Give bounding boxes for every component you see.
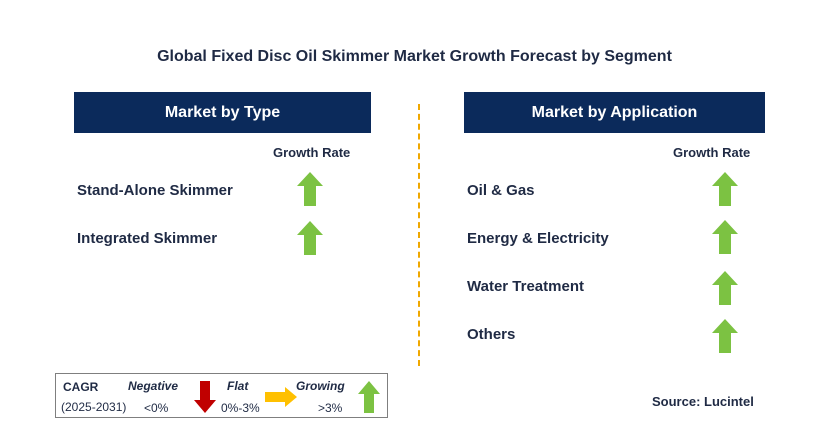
source-note: Source: Lucintel (652, 394, 754, 409)
green-up-arrow-icon (358, 381, 380, 413)
legend-period: (2025-2031) (61, 400, 127, 414)
type-item-integrated-skimmer: Integrated Skimmer (77, 230, 218, 247)
growing-up-arrow-icon (712, 319, 738, 353)
type-item-stand-alone-skimmer: Stand-Alone Skimmer (77, 182, 233, 199)
growing-up-arrow-icon (297, 172, 323, 206)
type-panel-header-label: Market by Type (164, 103, 281, 121)
cagr-legend: CAGR (2025-2031) Negative <0% Flat 0%-3%… (55, 373, 388, 418)
application-panel-header: Market by Application (464, 92, 765, 133)
legend-negative-value: <0% (144, 401, 169, 415)
application-item-oil-gas: Oil & Gas (467, 182, 535, 199)
application-item-energy-electricity: Energy & Electricity (467, 230, 609, 247)
legend-flat-value: 0%-3% (221, 401, 260, 415)
panel-divider (418, 104, 420, 366)
growing-up-arrow-icon (297, 221, 323, 255)
application-growth-rate-label: Growth Rate (673, 145, 751, 160)
growing-up-arrow-icon (712, 220, 738, 254)
yellow-right-arrow-icon (265, 387, 297, 407)
type-panel-header: Market by Type (74, 92, 371, 133)
red-down-arrow-icon (194, 381, 216, 413)
legend-growing-value: >3% (318, 401, 343, 415)
legend-growing-label: Growing (296, 379, 345, 393)
page-title: Global Fixed Disc Oil Skimmer Market Gro… (157, 48, 672, 65)
growing-up-arrow-icon (712, 172, 738, 206)
legend-cagr-label: CAGR (63, 380, 99, 394)
growing-up-arrow-icon (712, 271, 738, 305)
application-item-water-treatment: Water Treatment (467, 278, 584, 295)
legend-flat-label: Flat (227, 379, 249, 393)
application-panel-header-label: Market by Application (531, 103, 698, 121)
legend-negative-label: Negative (128, 379, 179, 393)
application-item-others: Others (467, 326, 516, 343)
type-growth-rate-label: Growth Rate (273, 145, 351, 160)
